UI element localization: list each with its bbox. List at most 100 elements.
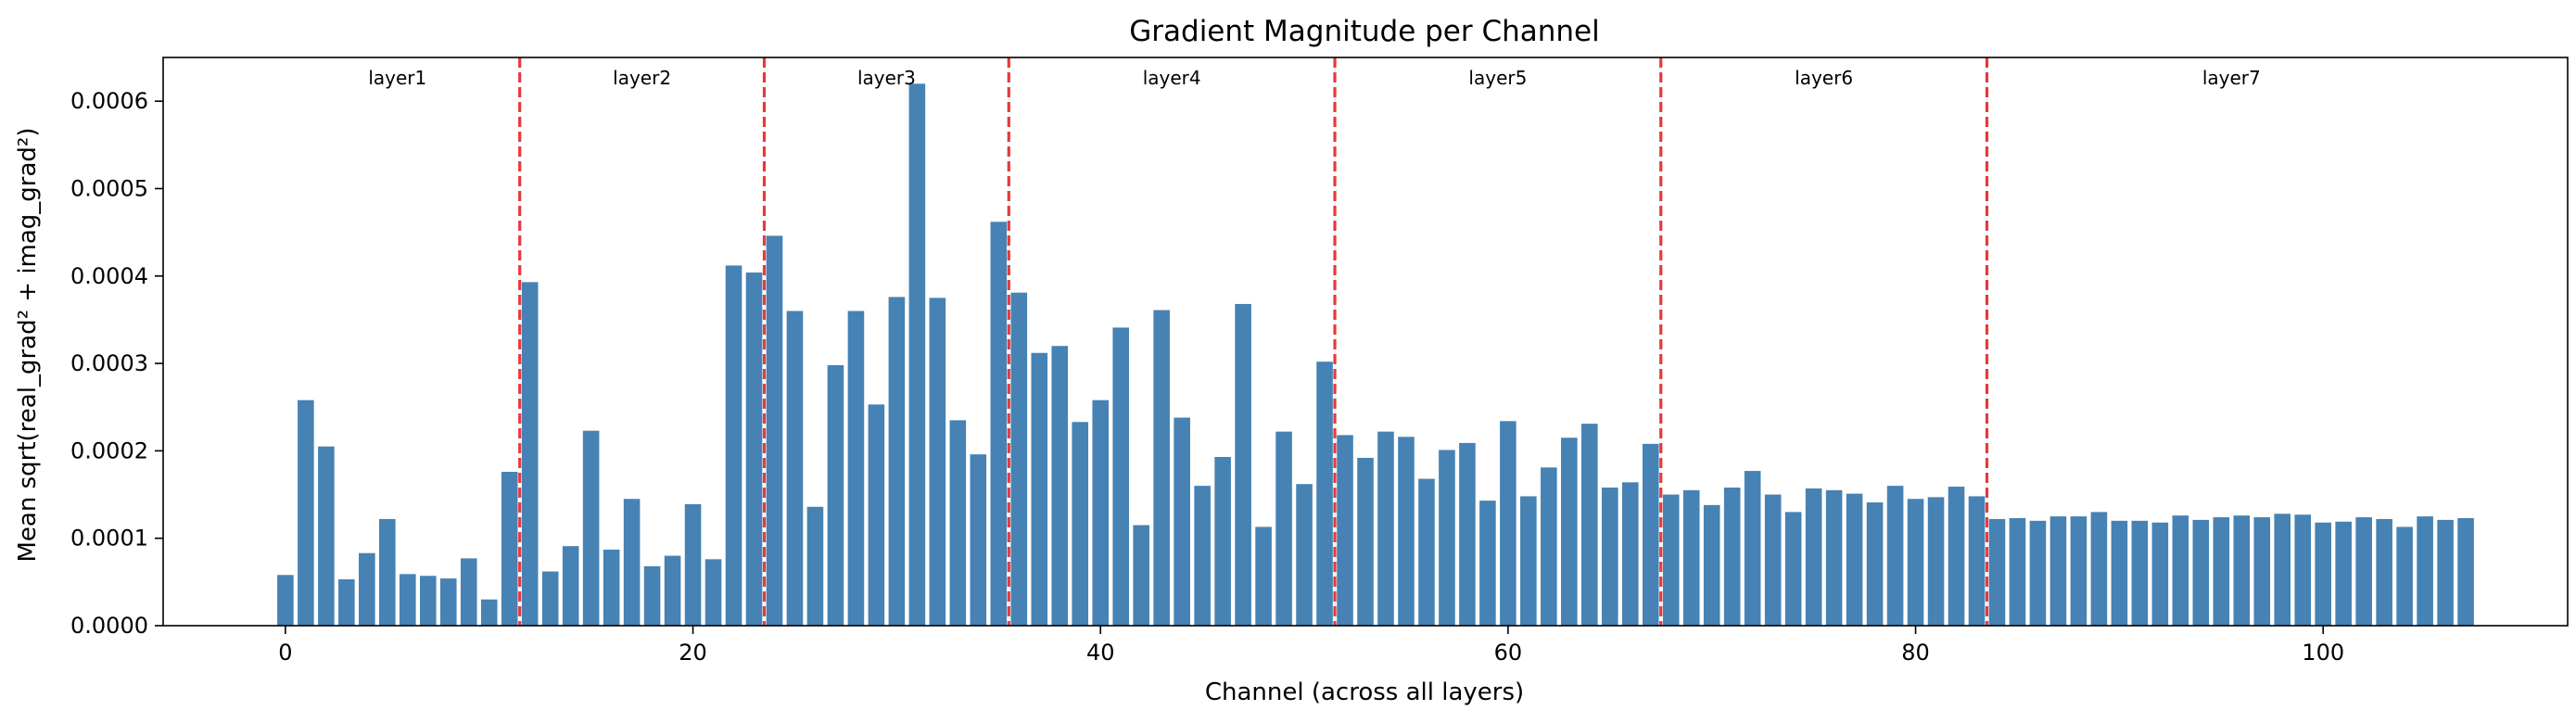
bar-channel-41	[1112, 327, 1129, 626]
bar-channel-1	[298, 400, 314, 626]
bar-channel-74	[1784, 512, 1802, 626]
bar-channel-65	[1602, 487, 1618, 626]
bar-channel-79	[1886, 486, 1904, 626]
bar-channel-50	[1296, 484, 1313, 626]
bar-channel-81	[1927, 497, 1945, 626]
layer-dividers	[518, 57, 1989, 626]
bars-group	[277, 83, 2474, 627]
bar-channel-35	[990, 222, 1008, 627]
bar-channel-88	[2070, 516, 2087, 626]
bar-channel-83	[1968, 496, 1986, 626]
bar-channel-47	[1235, 303, 1251, 626]
x-axis-label: Channel (across all layers)	[1205, 679, 1524, 706]
bar-channel-101	[2335, 521, 2352, 626]
bar-channel-22	[725, 265, 742, 626]
bar-channel-17	[623, 499, 641, 626]
bar-channel-76	[1825, 489, 1843, 626]
bar-channel-20	[684, 503, 702, 626]
bar-channel-55	[1398, 437, 1415, 626]
bar-channel-56	[1418, 478, 1435, 626]
x-axis-ticks: 0 20 40 60 80 100	[278, 626, 2344, 666]
bar-channel-61	[1520, 496, 1537, 626]
chart-title: Gradient Magnitude per Channel	[1129, 15, 1600, 48]
x-tick-label-0: 0	[278, 640, 292, 666]
layer-label-layer6: layer6	[1795, 67, 1853, 89]
bar-channel-31	[908, 83, 926, 627]
bar-channel-93	[2172, 515, 2189, 626]
layer-label-layer1: layer1	[368, 67, 426, 89]
bar-channel-2	[318, 446, 335, 626]
bar-channel-24	[766, 235, 783, 626]
bar-channel-95	[2213, 517, 2230, 626]
bar-channel-4	[359, 552, 375, 626]
x-tick-label-60: 60	[1494, 640, 1523, 666]
bar-channel-71	[1723, 487, 1741, 626]
bar-channel-60	[1500, 421, 1516, 626]
bar-channel-107	[2457, 518, 2474, 626]
bar-channel-43	[1153, 310, 1170, 626]
bar-channel-103	[2376, 518, 2392, 626]
bar-channel-99	[2294, 514, 2312, 626]
y-axis-label: Mean sqrt(real_grad² + imag_grad²)	[14, 127, 42, 562]
bar-channel-34	[970, 454, 987, 626]
plot-frame	[162, 57, 2569, 627]
bar-channel-86	[2029, 520, 2047, 626]
bar-channel-12	[521, 282, 539, 626]
bar-channel-7	[419, 576, 437, 626]
bar-channel-59	[1479, 501, 1496, 626]
bar-channel-28	[847, 311, 865, 626]
bar-channel-85	[2009, 518, 2026, 626]
bar-channel-75	[1805, 488, 1822, 626]
bar-channel-37	[1031, 352, 1048, 626]
bar-channel-42	[1133, 525, 1149, 626]
bar-channel-45	[1194, 486, 1211, 626]
bar-channel-78	[1866, 502, 1884, 626]
bar-channel-18	[643, 565, 661, 626]
bar-channel-32	[929, 298, 946, 626]
bar-channel-82	[1948, 487, 1965, 626]
bar-channel-89	[2090, 512, 2108, 626]
bar-channel-68	[1662, 494, 1680, 626]
bar-channel-80	[1907, 499, 1924, 626]
bar-channel-106	[2437, 519, 2454, 626]
x-tick-label-20: 20	[679, 640, 707, 666]
x-tick-label-100: 100	[2302, 640, 2344, 666]
bar-channel-69	[1682, 489, 1700, 626]
bar-channel-77	[1846, 493, 1863, 626]
layer-label-layer2: layer2	[613, 67, 671, 89]
bar-channel-52	[1337, 435, 1353, 626]
layer-label-layer7: layer7	[2202, 67, 2261, 89]
bar-channel-36	[1010, 292, 1028, 626]
bar-channel-30	[888, 297, 906, 626]
y-tick-label-0: 0.0000	[70, 613, 148, 639]
y-tick-label-1: 0.0001	[70, 526, 148, 552]
bar-channel-51	[1316, 362, 1333, 626]
bar-channel-0	[277, 575, 294, 626]
bar-channel-62	[1541, 467, 1557, 626]
bar-channel-26	[806, 506, 824, 626]
bar-channel-29	[868, 404, 885, 626]
bar-channel-39	[1072, 422, 1089, 626]
bar-channel-23	[745, 273, 763, 626]
y-tick-label-6: 0.0006	[70, 88, 148, 114]
bar-channel-92	[2151, 522, 2169, 626]
bar-channel-98	[2274, 514, 2291, 626]
bar-channel-27	[827, 364, 844, 626]
bar-channel-5	[379, 518, 396, 626]
bar-channel-48	[1255, 526, 1272, 626]
bar-channel-16	[603, 549, 620, 626]
bar-channel-63	[1561, 438, 1578, 626]
bar-channel-90	[2111, 520, 2128, 626]
bar-channel-96	[2233, 515, 2251, 626]
y-tick-label-2: 0.0002	[70, 438, 148, 463]
bar-channel-54	[1377, 431, 1394, 626]
bar-channel-8	[439, 578, 457, 626]
bar-channel-73	[1764, 494, 1782, 626]
bar-channel-49	[1275, 431, 1292, 626]
bar-channel-91	[2131, 520, 2149, 626]
layer-label-layer4: layer4	[1143, 67, 1201, 89]
x-tick-label-80: 80	[1901, 640, 1930, 666]
bar-channel-13	[541, 571, 559, 626]
bar-channel-3	[338, 579, 355, 626]
